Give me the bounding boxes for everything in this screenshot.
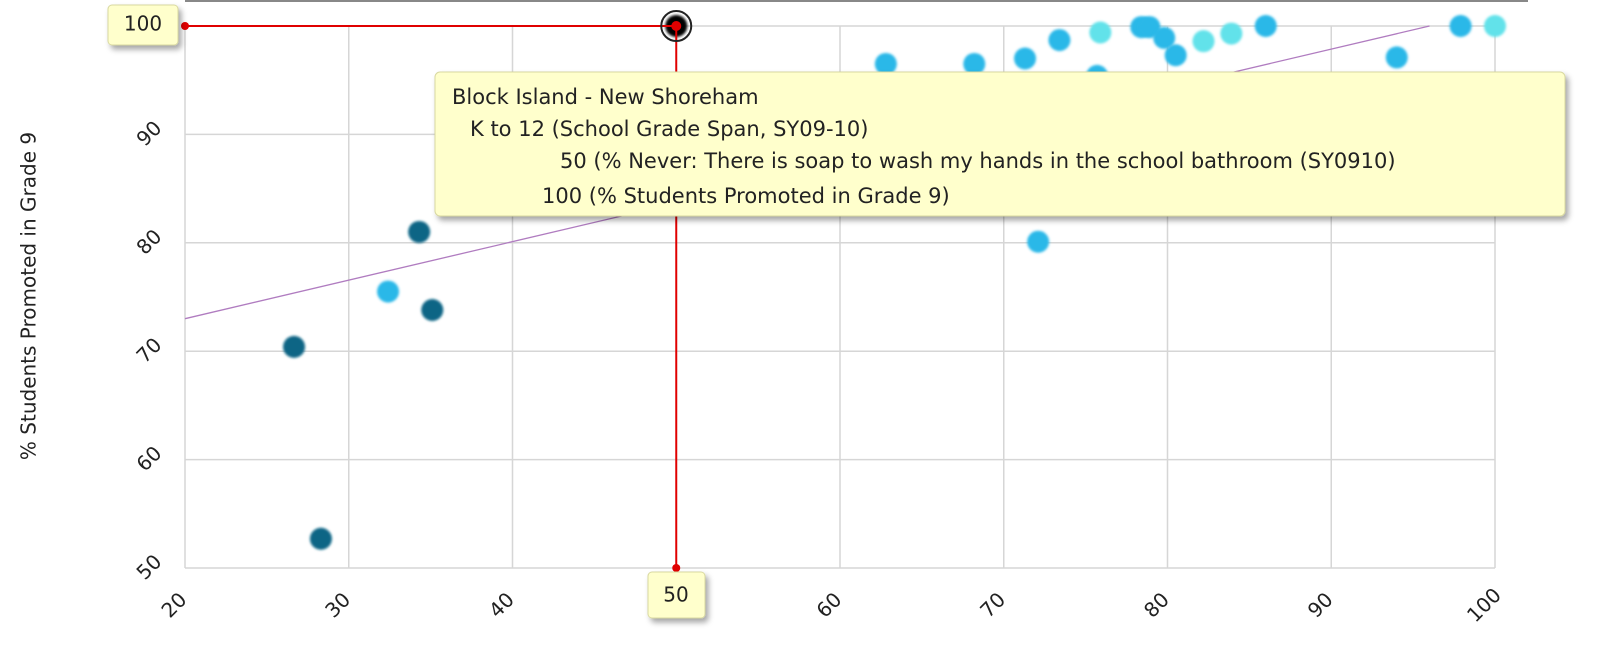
crosshair-y-label: 100 <box>124 12 162 36</box>
scatter-point <box>1153 26 1176 49</box>
scatter-point <box>1164 44 1187 67</box>
y-tick-label: 90 <box>131 116 166 151</box>
highlight-center <box>671 21 682 31</box>
crosshair-y-box <box>107 4 179 46</box>
x-tick-label: 20 <box>156 587 191 622</box>
x-tick-label: 90 <box>1303 587 1338 622</box>
y-axis-label: % Students Promoted in Grade 9 <box>17 132 41 460</box>
x-tick-label: 70 <box>975 587 1010 622</box>
scatter-point <box>1220 22 1243 45</box>
scatter-point <box>1089 21 1112 44</box>
scatter-point <box>1449 15 1472 37</box>
x-tick-label: 60 <box>811 587 846 622</box>
scatter-point <box>963 52 986 75</box>
tooltip-line: Block Island - New Shoreham <box>452 85 759 109</box>
x-tick-label: 30 <box>320 587 355 622</box>
scatter-point <box>421 299 444 322</box>
x-tick-label: 100 <box>1462 583 1506 627</box>
crosshair-x-label: 50 <box>663 583 688 607</box>
scatter-point <box>1027 230 1050 253</box>
scatter-point <box>377 280 400 303</box>
scatter-point <box>1192 30 1215 53</box>
crosshair-dot <box>181 22 189 30</box>
tooltip-line: 100 (% Students Promoted in Grade 9) <box>542 184 950 208</box>
y-tick-label: 60 <box>131 441 166 476</box>
x-tick-label: 40 <box>484 587 519 622</box>
y-tick-label: 80 <box>131 224 166 259</box>
scatter-point <box>408 220 431 243</box>
scatter-point <box>1014 47 1037 70</box>
scatter-point <box>874 52 897 75</box>
x-tick-label: 80 <box>1139 587 1174 622</box>
tooltip-line: K to 12 (School Grade Span, SY09-10) <box>470 117 868 141</box>
scatter-point <box>1254 15 1277 37</box>
highlight-ring <box>660 10 693 42</box>
tooltip-line: 50 (% Never: There is soap to wash my ha… <box>560 149 1396 173</box>
y-tick-label: 70 <box>131 333 166 368</box>
scatter-point <box>283 335 306 358</box>
scatter-point <box>1484 15 1506 37</box>
crosshair-x-box <box>647 571 706 619</box>
y-tick-label: 50 <box>131 549 166 584</box>
scatter-point <box>309 527 332 550</box>
tooltip-box <box>434 71 1566 217</box>
scatter-point <box>1385 46 1408 69</box>
scatter-point <box>1048 29 1071 52</box>
crosshair-dot <box>672 564 681 572</box>
